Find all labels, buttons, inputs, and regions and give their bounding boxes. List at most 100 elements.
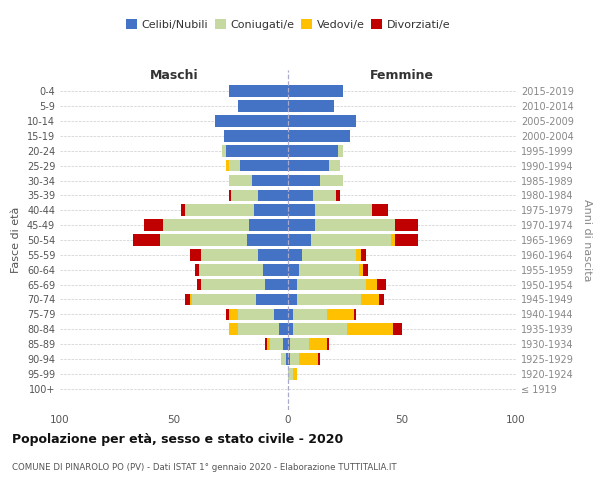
Bar [259, 190, 288, 201]
Bar [265, 279, 288, 290]
Bar [286, 353, 288, 365]
Bar [190, 249, 202, 260]
Bar [373, 204, 388, 216]
Bar [290, 353, 299, 365]
Y-axis label: Fasce di età: Fasce di età [11, 207, 21, 273]
Bar [194, 264, 199, 276]
Bar [181, 204, 185, 216]
Bar [336, 190, 340, 201]
Bar [263, 264, 288, 276]
Bar [299, 264, 359, 276]
Bar [226, 145, 288, 156]
Bar [302, 249, 356, 260]
Bar [160, 234, 247, 246]
Bar [229, 324, 238, 335]
Bar [288, 294, 297, 306]
Bar [288, 234, 311, 246]
Bar [288, 86, 343, 97]
Bar [293, 324, 347, 335]
Bar [288, 204, 316, 216]
Bar [288, 160, 329, 172]
Text: Popolazione per età, sesso e stato civile - 2020: Popolazione per età, sesso e stato civil… [12, 432, 343, 446]
Bar [238, 308, 274, 320]
Bar [293, 308, 327, 320]
Bar [361, 294, 379, 306]
Text: COMUNE DI PINAROLO PO (PV) - Dati ISTAT 1° gennaio 2020 - Elaborazione TUTTITALI: COMUNE DI PINAROLO PO (PV) - Dati ISTAT … [12, 462, 397, 471]
Bar [288, 145, 338, 156]
Bar [359, 264, 363, 276]
Bar [393, 324, 402, 335]
Bar [297, 294, 361, 306]
Bar [238, 324, 279, 335]
Bar [313, 190, 336, 201]
Bar [395, 234, 418, 246]
Bar [224, 130, 288, 141]
Bar [320, 174, 343, 186]
Bar [288, 368, 293, 380]
Bar [316, 204, 373, 216]
Bar [192, 294, 256, 306]
Bar [299, 353, 317, 365]
Bar [238, 100, 288, 112]
Bar [247, 234, 288, 246]
Bar [231, 190, 259, 201]
Bar [229, 160, 240, 172]
Bar [338, 145, 343, 156]
Bar [365, 279, 377, 290]
Bar [226, 308, 229, 320]
Bar [270, 338, 283, 350]
Bar [311, 234, 391, 246]
Bar [254, 204, 288, 216]
Bar [293, 368, 297, 380]
Bar [316, 220, 395, 231]
Bar [290, 338, 308, 350]
Bar [379, 294, 384, 306]
Bar [133, 234, 160, 246]
Bar [288, 220, 316, 231]
Y-axis label: Anni di nascita: Anni di nascita [582, 198, 592, 281]
Bar [288, 115, 356, 127]
Bar [347, 324, 393, 335]
Bar [281, 353, 286, 365]
Bar [185, 204, 254, 216]
Bar [283, 338, 288, 350]
Bar [202, 279, 265, 290]
Bar [229, 308, 238, 320]
Bar [356, 249, 361, 260]
Text: Femmine: Femmine [370, 70, 434, 82]
Bar [265, 338, 268, 350]
Bar [377, 279, 386, 290]
Bar [222, 145, 226, 156]
Bar [288, 100, 334, 112]
Bar [145, 220, 163, 231]
Bar [288, 190, 313, 201]
Bar [288, 324, 293, 335]
Bar [288, 308, 293, 320]
Bar [197, 279, 202, 290]
Bar [226, 160, 229, 172]
Bar [229, 190, 231, 201]
Bar [395, 220, 418, 231]
Bar [288, 174, 320, 186]
Bar [229, 86, 288, 97]
Bar [288, 130, 350, 141]
Bar [256, 294, 288, 306]
Bar [199, 264, 263, 276]
Bar [327, 338, 329, 350]
Bar [240, 160, 288, 172]
Bar [288, 279, 297, 290]
Bar [229, 174, 251, 186]
Bar [215, 115, 288, 127]
Bar [308, 338, 327, 350]
Bar [268, 338, 270, 350]
Bar [274, 308, 288, 320]
Bar [185, 294, 190, 306]
Bar [354, 308, 356, 320]
Bar [391, 234, 395, 246]
Text: Maschi: Maschi [149, 70, 199, 82]
Bar [361, 249, 365, 260]
Bar [297, 279, 365, 290]
Bar [288, 249, 302, 260]
Bar [259, 249, 288, 260]
Bar [202, 249, 259, 260]
